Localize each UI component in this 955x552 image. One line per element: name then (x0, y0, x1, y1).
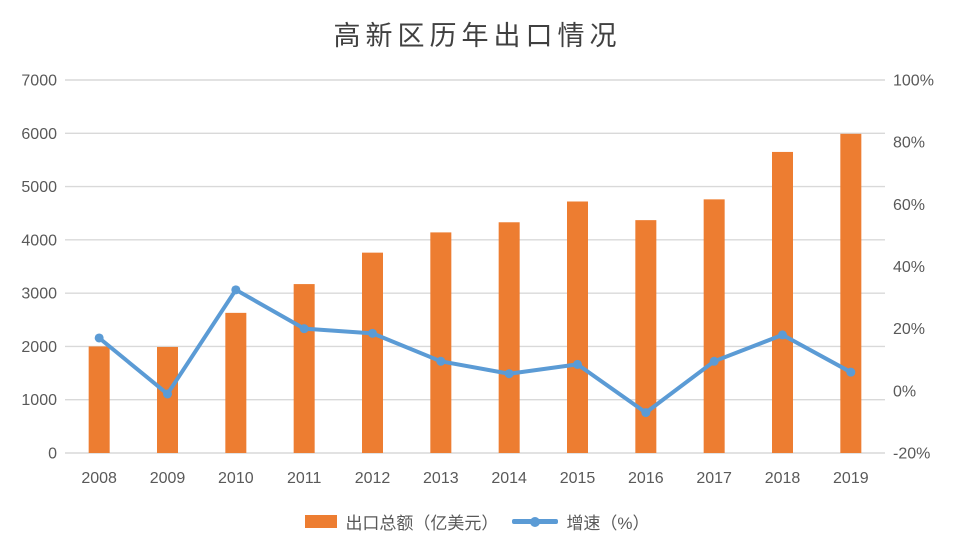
growth-rate-line (97, 287, 853, 415)
line-series-swatch-icon (512, 516, 559, 527)
bar-2018 (772, 151, 793, 453)
x-axis-label-2017: 2017 (696, 470, 732, 487)
line-marker-2017 (709, 356, 719, 366)
right-axis-label-neg20pct: -20% (893, 446, 930, 463)
x-axis-label-2013: 2013 (423, 470, 459, 487)
line-marker-2012 (368, 328, 377, 338)
x-axis-label-2011: 2011 (287, 470, 322, 487)
right-axis-label-60pct: 60% (893, 197, 925, 214)
bar-2008 (88, 346, 110, 453)
bar-series-label: 出口总额（亿美元） (345, 514, 499, 533)
x-axis-label-2012: 2012 (355, 470, 391, 487)
bar-2013 (430, 232, 452, 453)
line-marker-2008 (94, 333, 104, 343)
left-axis-label-3000: 3000 (21, 286, 57, 303)
bar-2010 (225, 312, 247, 453)
bar-2011 (293, 284, 315, 453)
x-axis-label-2019: 2019 (833, 470, 869, 487)
chart-title: 高新区历年出口情况 (333, 21, 622, 51)
right-axis-label-100pct: 100% (893, 73, 934, 90)
x-axis-label-2010: 2010 (218, 470, 254, 487)
bar-2017 (703, 199, 725, 453)
line-marker-icon (530, 516, 541, 527)
bar-2009 (157, 346, 178, 453)
left-axis-label-0: 0 (48, 446, 57, 463)
line-marker-2014 (504, 369, 514, 379)
left-axis-label-2000: 2000 (21, 339, 57, 356)
left-axis-label-7000: 7000 (21, 73, 57, 90)
line-marker-2011 (299, 324, 309, 334)
x-axis-label-2014: 2014 (491, 470, 527, 487)
right-axis-label-0pct: 0% (893, 383, 916, 400)
left-axis-label-4000: 4000 (21, 232, 57, 249)
line-marker-2018 (778, 330, 787, 340)
bar-2016 (635, 220, 657, 453)
right-axis-label-20pct: 20% (893, 321, 925, 338)
bar-2015 (567, 201, 588, 453)
legend-item-export-total: 出口总额（亿美元） (305, 509, 498, 534)
legend: 出口总额（亿美元） 增速（%） (0, 509, 955, 534)
bar-2019 (840, 133, 862, 453)
bar-2014 (498, 222, 520, 453)
line-marker-2009 (163, 389, 172, 399)
x-axis-label-2008: 2008 (81, 470, 117, 487)
line-marker-2016 (641, 408, 651, 418)
x-axis-label-2009: 2009 (150, 470, 186, 487)
line-marker-2015 (573, 359, 582, 369)
legend-item-growth-rate: 增速（%） (512, 509, 650, 534)
line-marker-2013 (436, 356, 446, 366)
bar-2012 (362, 252, 383, 453)
right-axis-label-40pct: 40% (893, 259, 925, 276)
left-axis-label-5000: 5000 (21, 179, 57, 196)
bar-series-swatch-icon (305, 515, 338, 528)
left-axis-label-1000: 1000 (21, 392, 57, 409)
x-axis-label-2018: 2018 (765, 470, 801, 487)
line-marker-2010 (231, 285, 241, 295)
line-series-label: 增速（%） (566, 514, 650, 533)
line-marker-2019 (846, 367, 856, 377)
left-axis-label-6000: 6000 (21, 126, 57, 143)
x-axis-label-2016: 2016 (628, 470, 664, 487)
x-axis-label-2015: 2015 (560, 470, 596, 487)
right-axis-label-80pct: 80% (893, 135, 925, 152)
